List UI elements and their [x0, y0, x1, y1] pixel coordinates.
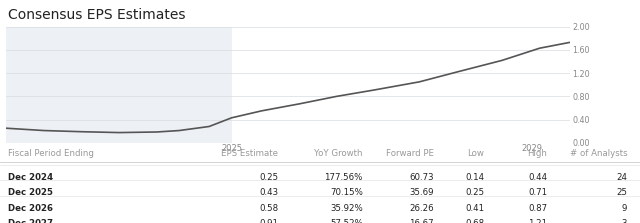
Text: 0.71: 0.71: [528, 188, 547, 198]
Text: 0.87: 0.87: [528, 204, 547, 213]
Text: 26.26: 26.26: [410, 204, 434, 213]
Text: 16.67: 16.67: [410, 219, 434, 223]
Text: High: High: [527, 149, 547, 158]
Text: 0.68: 0.68: [465, 219, 484, 223]
Text: 70.15%: 70.15%: [330, 188, 363, 198]
Text: Forward PE: Forward PE: [386, 149, 434, 158]
Text: Dec 2024: Dec 2024: [8, 173, 53, 182]
Text: Fiscal Period Ending: Fiscal Period Ending: [8, 149, 93, 158]
Text: Dec 2027: Dec 2027: [8, 219, 53, 223]
Text: EPS Estimate: EPS Estimate: [221, 149, 278, 158]
Text: Dec 2025: Dec 2025: [8, 188, 52, 198]
Text: 0.91: 0.91: [259, 219, 278, 223]
Text: 0.41: 0.41: [465, 204, 484, 213]
Text: 0.44: 0.44: [528, 173, 547, 182]
Text: 25: 25: [616, 188, 627, 198]
Text: 0.14: 0.14: [465, 173, 484, 182]
Text: 9: 9: [622, 204, 627, 213]
Text: 35.69: 35.69: [410, 188, 434, 198]
Bar: [6, 27, 232, 143]
Text: 35.92%: 35.92%: [330, 204, 363, 213]
Text: 177.56%: 177.56%: [324, 173, 363, 182]
Text: Low: Low: [468, 149, 484, 158]
Text: 24: 24: [616, 173, 627, 182]
Text: 3: 3: [621, 219, 627, 223]
Text: 1.21: 1.21: [528, 219, 547, 223]
Text: 0.43: 0.43: [259, 188, 278, 198]
Text: 0.25: 0.25: [259, 173, 278, 182]
Text: 0.58: 0.58: [259, 204, 278, 213]
Text: Consensus EPS Estimates: Consensus EPS Estimates: [8, 8, 185, 22]
Text: 0.25: 0.25: [465, 188, 484, 198]
Text: 57.52%: 57.52%: [330, 219, 363, 223]
Text: Dec 2026: Dec 2026: [8, 204, 52, 213]
Text: 60.73: 60.73: [410, 173, 434, 182]
Text: # of Analysts: # of Analysts: [570, 149, 627, 158]
Text: YoY Growth: YoY Growth: [314, 149, 363, 158]
